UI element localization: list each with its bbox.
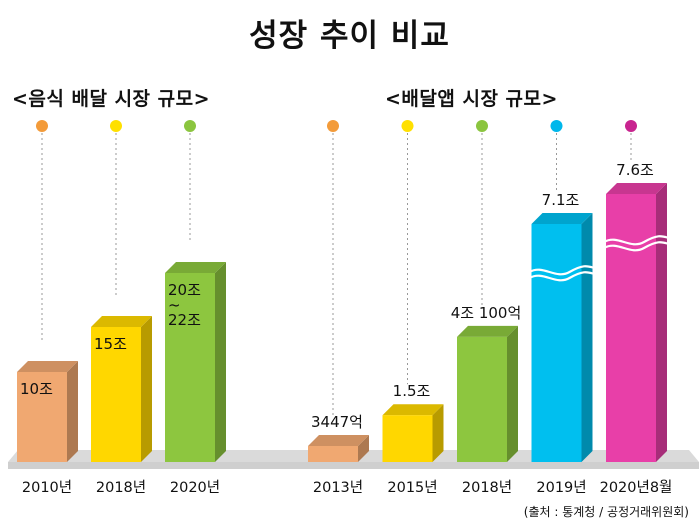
- bar-front: [457, 336, 507, 462]
- bar-side: [507, 325, 518, 462]
- bar-top: [308, 435, 369, 446]
- bar-side: [358, 435, 369, 462]
- bar-side: [141, 316, 152, 462]
- year-marker-dot: [327, 120, 339, 132]
- source-note: (출처 : 통계청 / 공정거래위원회): [523, 505, 689, 519]
- category-label: 2013년: [313, 479, 363, 496]
- bar-side: [581, 213, 593, 462]
- bar-value-label: 7.1조: [542, 191, 580, 209]
- category-label: 2020년: [170, 479, 220, 496]
- bar-top: [531, 213, 593, 224]
- category-label: 2019년: [536, 479, 586, 496]
- year-marker-dot: [36, 120, 48, 132]
- bar-top: [91, 316, 152, 327]
- bar-front: [17, 372, 67, 462]
- right-chart-title: <배달앱 시장 규모>: [385, 88, 558, 110]
- category-label: 2010년: [22, 479, 72, 496]
- year-marker-dot: [476, 120, 488, 132]
- year-marker-dot: [550, 120, 563, 132]
- bar-value-label: 15조: [94, 335, 127, 353]
- bar-side: [67, 361, 78, 462]
- bar-front: [531, 224, 582, 462]
- bar-front: [165, 273, 215, 462]
- axis-break-wave: [603, 241, 670, 252]
- chart-title: 성장 추이 비교: [249, 18, 450, 54]
- axis-break-wave: [528, 265, 595, 276]
- bar-side: [656, 183, 667, 462]
- bar-side: [432, 404, 444, 462]
- category-label: 2018년: [96, 479, 146, 496]
- year-marker-dot: [625, 120, 637, 132]
- bar-top: [165, 262, 226, 273]
- bar-front: [382, 415, 433, 462]
- floor-front: [8, 462, 699, 469]
- bar-side: [215, 262, 226, 462]
- left-chart-title: <음식 배달 시장 규모>: [12, 88, 211, 110]
- bar-top: [17, 361, 78, 372]
- bar-top: [382, 404, 444, 416]
- bar-value-label: 7.6조: [616, 161, 654, 179]
- year-marker-dot: [184, 120, 196, 132]
- bar-value-label: 4조 100억: [451, 304, 522, 322]
- category-label: 2020년8월: [600, 479, 673, 496]
- bar-top: [606, 183, 667, 194]
- bar-front: [91, 327, 141, 462]
- bar-value-label: 10조: [20, 380, 53, 398]
- bar-value-label: 1.5조: [393, 382, 431, 400]
- category-label: 2015년: [387, 479, 437, 496]
- bar-value-label: 20조 ~22조: [168, 281, 201, 329]
- axis-break-wave: [603, 235, 670, 246]
- bar-top: [457, 325, 518, 337]
- bar-front: [606, 194, 656, 462]
- axis-break-wave: [528, 271, 595, 282]
- year-marker-dot: [401, 120, 414, 132]
- bar-front: [308, 446, 358, 462]
- category-label: 2018년: [462, 479, 512, 496]
- bar-value-label: 3447억: [311, 413, 363, 431]
- year-marker-dot: [110, 120, 122, 132]
